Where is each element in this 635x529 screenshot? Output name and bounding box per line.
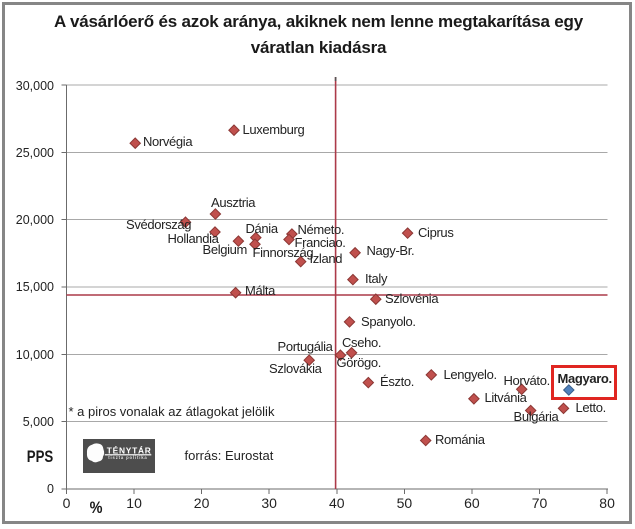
- svg-text:TÉNYTÁR: TÉNYTÁR: [107, 445, 152, 456]
- svg-text:tiszta politika: tiszta politika: [108, 455, 147, 460]
